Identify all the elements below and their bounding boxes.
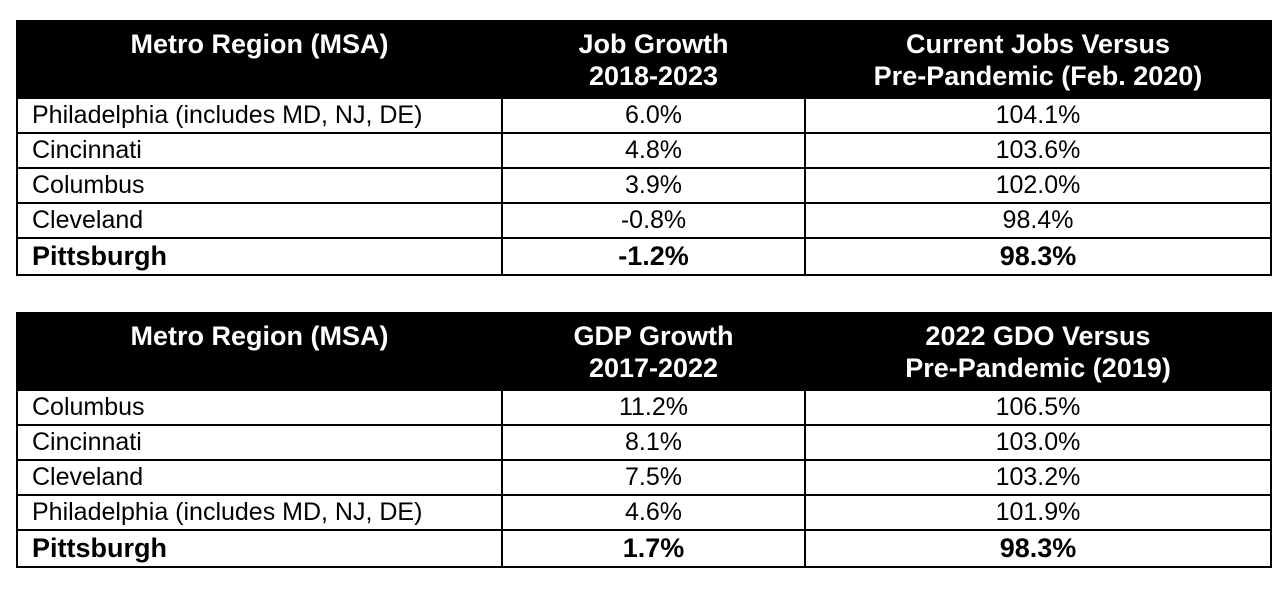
table-row: Columbus 11.2% 106.5% — [16, 389, 1272, 426]
growth-cell: 4.6% — [501, 494, 806, 531]
region-cell: Cleveland — [16, 459, 503, 496]
table-header-row: Metro Region (MSA) Job Growth 2018-2023 … — [16, 20, 1272, 99]
region-cell: Cincinnati — [16, 424, 503, 461]
versus-cell: 98.3% — [804, 237, 1272, 276]
header-metro-region: Metro Region (MSA) — [16, 20, 503, 99]
versus-cell: 98.4% — [804, 202, 1272, 239]
region-cell: Pittsburgh — [16, 529, 503, 568]
gdp-growth-table: Metro Region (MSA) GDP Growth 2017-2022 … — [16, 312, 1272, 568]
versus-cell: 106.5% — [804, 389, 1272, 426]
versus-cell: 101.9% — [804, 494, 1272, 531]
region-cell: Philadelphia (includes MD, NJ, DE) — [16, 97, 503, 134]
versus-cell: 103.0% — [804, 424, 1272, 461]
table-header-row: Metro Region (MSA) GDP Growth 2017-2022 … — [16, 312, 1272, 391]
growth-cell: 8.1% — [501, 424, 806, 461]
versus-cell: 104.1% — [804, 97, 1272, 134]
table-row: Cleveland 7.5% 103.2% — [16, 459, 1272, 496]
table-row: Cincinnati 8.1% 103.0% — [16, 424, 1272, 461]
header-current-jobs-versus: Current Jobs Versus Pre-Pandemic (Feb. 2… — [804, 20, 1272, 99]
region-cell: Cincinnati — [16, 132, 503, 169]
region-cell: Philadelphia (includes MD, NJ, DE) — [16, 494, 503, 531]
header-metro-region: Metro Region (MSA) — [16, 312, 503, 391]
table-row-highlight: Pittsburgh 1.7% 98.3% — [16, 529, 1272, 568]
header-job-growth: Job Growth 2018-2023 — [501, 20, 806, 99]
region-cell: Pittsburgh — [16, 237, 503, 276]
growth-cell: 11.2% — [501, 389, 806, 426]
region-cell: Cleveland — [16, 202, 503, 239]
table-row-highlight: Pittsburgh -1.2% 98.3% — [16, 237, 1272, 276]
header-gdo-versus: 2022 GDO Versus Pre-Pandemic (2019) — [804, 312, 1272, 391]
table-row: Cleveland -0.8% 98.4% — [16, 202, 1272, 239]
job-growth-table: Metro Region (MSA) Job Growth 2018-2023 … — [16, 20, 1272, 276]
growth-cell: 6.0% — [501, 97, 806, 134]
versus-cell: 102.0% — [804, 167, 1272, 204]
region-cell: Columbus — [16, 389, 503, 426]
table-row: Philadelphia (includes MD, NJ, DE) 6.0% … — [16, 97, 1272, 134]
table-row: Columbus 3.9% 102.0% — [16, 167, 1272, 204]
header-gdp-growth: GDP Growth 2017-2022 — [501, 312, 806, 391]
growth-cell: -0.8% — [501, 202, 806, 239]
growth-cell: 7.5% — [501, 459, 806, 496]
growth-cell: 4.8% — [501, 132, 806, 169]
growth-cell: -1.2% — [501, 237, 806, 276]
growth-cell: 3.9% — [501, 167, 806, 204]
growth-cell: 1.7% — [501, 529, 806, 568]
region-cell: Columbus — [16, 167, 503, 204]
table-row: Cincinnati 4.8% 103.6% — [16, 132, 1272, 169]
versus-cell: 103.2% — [804, 459, 1272, 496]
table-row: Philadelphia (includes MD, NJ, DE) 4.6% … — [16, 494, 1272, 531]
versus-cell: 103.6% — [804, 132, 1272, 169]
versus-cell: 98.3% — [804, 529, 1272, 568]
